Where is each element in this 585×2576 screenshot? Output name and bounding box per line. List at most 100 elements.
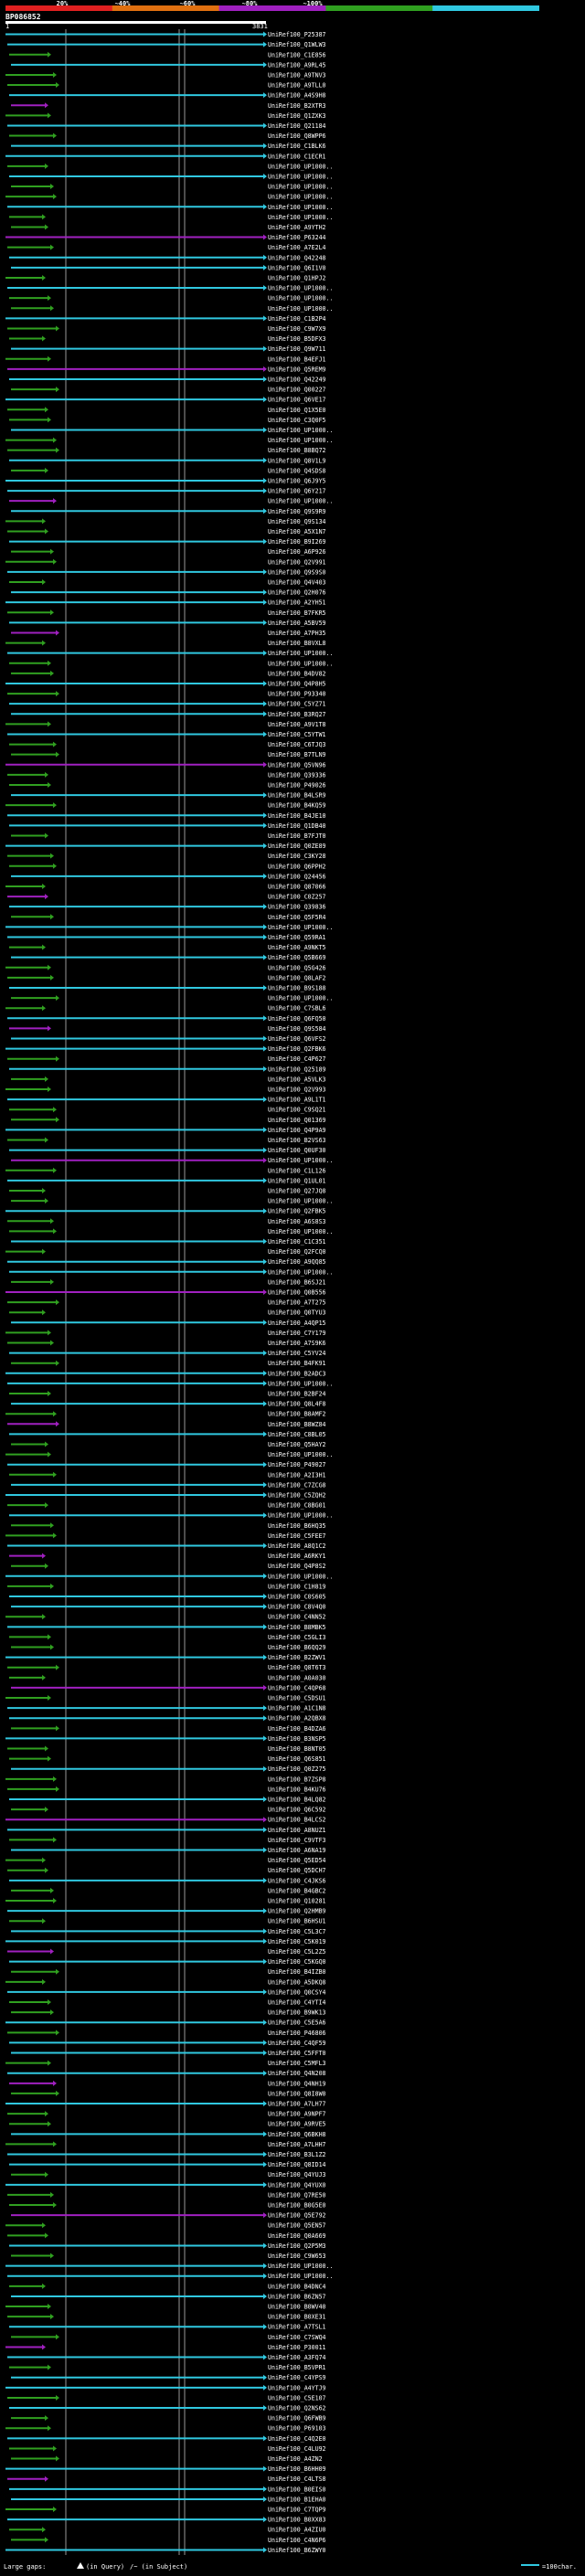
hit-row[interactable]: UniRef100_UP1000.. — [5, 924, 333, 931]
hit-label[interactable]: UniRef100_A9QQ85 — [268, 1258, 326, 1266]
hit-row[interactable]: UniRef100_Q0Z275 — [11, 1765, 326, 1773]
hit-row[interactable]: UniRef100_C3KY28 — [7, 853, 326, 860]
hit-label[interactable]: UniRef100_B5DFX3 — [268, 335, 326, 343]
hit-label[interactable]: UniRef100_UP1000.. — [268, 305, 333, 313]
hit-label[interactable]: UniRef100_C7SWQ4 — [268, 2334, 326, 2341]
hit-label[interactable]: UniRef100_B6QQ29 — [268, 1644, 326, 1651]
hit-row[interactable]: UniRef100_Q2H076 — [11, 589, 326, 597]
hit-row[interactable]: UniRef100_C5YV24 — [9, 1350, 326, 1357]
hit-label[interactable]: UniRef100_Q4N208 — [268, 2070, 326, 2077]
hit-row[interactable]: UniRef100_Q9W711 — [11, 345, 326, 353]
hit-row[interactable]: UniRef100_P25387 — [5, 31, 326, 38]
hit-label[interactable]: UniRef100_B4KU76 — [268, 1786, 326, 1793]
hit-label[interactable]: UniRef100_C1H819 — [268, 1583, 326, 1590]
hit-label[interactable]: UniRef100_Q4V403 — [268, 578, 326, 586]
hit-row[interactable]: UniRef100_A4QP15 — [11, 1320, 326, 1327]
hit-row[interactable]: UniRef100_B6QQ29 — [11, 1644, 326, 1651]
hit-row[interactable]: UniRef100_Q42249 — [9, 376, 326, 383]
hit-label[interactable]: UniRef100_C4Q2E0 — [268, 2435, 326, 2443]
hit-label[interactable]: UniRef100_Q5ED54 — [268, 1857, 326, 1864]
hit-label[interactable]: UniRef100_A7E2L4 — [268, 244, 326, 251]
hit-row[interactable]: UniRef100_Q10281 — [5, 1898, 326, 1905]
hit-row[interactable]: UniRef100_A4ZIU0 — [9, 2527, 326, 2534]
hit-label[interactable]: UniRef100_B4GBC2 — [268, 1887, 326, 1894]
hit-label[interactable]: UniRef100_A9YTH2 — [268, 224, 326, 231]
hit-row[interactable]: UniRef100_Q4P8S2 — [11, 1563, 326, 1570]
hit-label[interactable]: UniRef100_Q6Y217 — [268, 488, 326, 495]
hit-label[interactable]: UniRef100_Q8V1L9 — [268, 457, 326, 464]
hit-row[interactable]: UniRef100_Q5G426 — [5, 964, 326, 971]
hit-row[interactable]: UniRef100_Q5VN96 — [5, 761, 326, 769]
hit-row[interactable]: UniRef100_C5L2Z5 — [7, 1948, 326, 1956]
hit-label[interactable]: UniRef100_A6P926 — [268, 548, 326, 556]
hit-label[interactable]: UniRef100_P25387 — [268, 31, 326, 38]
hit-row[interactable]: UniRef100_C9W653 — [11, 2253, 326, 2260]
hit-row[interactable]: UniRef100_Q6S851 — [9, 1755, 326, 1763]
hit-label[interactable]: UniRef100_C7Y179 — [268, 1330, 326, 1337]
hit-label[interactable]: UniRef100_Q8I8W0 — [268, 2090, 326, 2097]
hit-label[interactable]: UniRef100_B8NT05 — [268, 1745, 326, 1753]
hit-label[interactable]: UniRef100_Q0ZE89 — [268, 843, 326, 850]
hit-row[interactable]: UniRef100_C1B2P4 — [5, 315, 326, 323]
hit-row[interactable]: UniRef100_C8V4Q0 — [11, 1604, 326, 1611]
hit-row[interactable]: UniRef100_B7ZSP8 — [5, 1776, 326, 1783]
hit-label[interactable]: UniRef100_Q59RA1 — [268, 934, 326, 941]
hit-row[interactable]: UniRef100_UP1000.. — [9, 660, 333, 667]
hit-label[interactable]: UniRef100_UP1000.. — [268, 194, 333, 201]
hit-row[interactable]: UniRef100_Q8V1L9 — [9, 457, 326, 464]
hit-row[interactable]: UniRef100_Q0B556 — [5, 1289, 326, 1297]
hit-row[interactable]: UniRef100_Q2FCQ0 — [5, 1248, 326, 1256]
hit-row[interactable]: UniRef100_C4LU92 — [9, 2445, 326, 2453]
hit-row[interactable]: UniRef100_B2VS63 — [7, 1137, 326, 1144]
hit-row[interactable]: UniRef100_Q39336 — [7, 771, 326, 779]
hit-label[interactable]: UniRef100_UP1000.. — [268, 437, 333, 444]
hit-row[interactable]: UniRef100_C5KGQ0 — [9, 1958, 326, 1966]
hit-row[interactable]: UniRef100_A9TLL0 — [7, 82, 326, 90]
hit-label[interactable]: UniRef100_Q5VN96 — [268, 761, 326, 769]
hit-row[interactable]: UniRef100_A6P926 — [11, 548, 326, 556]
hit-label[interactable]: UniRef100_P49026 — [268, 781, 326, 789]
hit-label[interactable]: UniRef100_UP1000.. — [268, 1268, 333, 1276]
hit-row[interactable]: UniRef100_Q0ZE89 — [5, 843, 326, 850]
hit-label[interactable]: UniRef100_B9WK13 — [268, 2009, 326, 2017]
hit-row[interactable]: UniRef100_B5DFX3 — [9, 335, 326, 343]
hit-row[interactable]: UniRef100_C5E5A6 — [5, 2019, 326, 2027]
hit-row[interactable]: UniRef100_A9V1T8 — [5, 721, 326, 728]
hit-row[interactable]: UniRef100_B8AMF2 — [5, 1411, 326, 1418]
hit-row[interactable]: UniRef100_Q8L4F8 — [11, 1401, 326, 1408]
hit-label[interactable]: UniRef100_Q4NH19 — [268, 2080, 326, 2087]
hit-label[interactable]: UniRef100_Q2V991 — [268, 558, 326, 566]
hit-label[interactable]: UniRef100_B3RQ27 — [268, 711, 326, 718]
hit-row[interactable]: UniRef100_Q5EN57 — [5, 2222, 326, 2230]
hit-label[interactable]: UniRef100_P69103 — [268, 2425, 326, 2433]
hit-label[interactable]: UniRef100_Q9S134 — [268, 518, 326, 525]
hit-label[interactable]: UniRef100_A9NPF7 — [268, 2111, 326, 2118]
hit-label[interactable]: UniRef100_Q4YUJ3 — [268, 2171, 326, 2178]
hit-row[interactable]: UniRef100_B6ZN57 — [11, 2293, 326, 2300]
hit-label[interactable]: UniRef100_Q01369 — [268, 1117, 326, 1124]
hit-label[interactable]: UniRef100_Q5F5R4 — [268, 914, 326, 921]
hit-row[interactable]: UniRef100_UP1000.. — [9, 1512, 333, 1520]
hit-row[interactable]: UniRef100_Q0UF30 — [9, 1147, 326, 1154]
hit-label[interactable]: UniRef100_Q2V993 — [268, 1086, 326, 1093]
hit-label[interactable]: UniRef100_A5DKQ8 — [268, 1978, 326, 1986]
hit-row[interactable]: UniRef100_Q9S134 — [5, 518, 326, 525]
hit-row[interactable]: UniRef100_P46806 — [7, 2030, 326, 2037]
hit-row[interactable]: UniRef100_C9W7X9 — [7, 325, 326, 333]
hit-label[interactable]: UniRef100_A6S8S3 — [268, 1218, 326, 1225]
hit-label[interactable]: UniRef100_B6HH09 — [268, 2465, 326, 2473]
hit-row[interactable]: UniRef100_Q8WPP6 — [9, 133, 326, 140]
hit-row[interactable]: UniRef100_B3NSP5 — [5, 1735, 326, 1743]
hit-label[interactable]: UniRef100_Q6FWB9 — [268, 2415, 326, 2422]
hit-row[interactable]: UniRef100_A5X1N7 — [7, 528, 326, 535]
hit-row[interactable]: UniRef100_A6NA19 — [11, 1847, 326, 1854]
hit-row[interactable]: UniRef100_Q4YUJ3 — [11, 2171, 326, 2178]
hit-row[interactable]: UniRef100_C5FFT0 — [11, 2050, 326, 2057]
hit-row[interactable]: UniRef100_B6SJ21 — [11, 1278, 326, 1286]
hit-label[interactable]: UniRef100_Q9S584 — [268, 1025, 326, 1033]
hit-row[interactable]: UniRef100_P49026 — [9, 781, 326, 789]
hit-row[interactable]: UniRef100_A5VLK3 — [11, 1076, 326, 1083]
hit-label[interactable]: UniRef100_B4FK91 — [268, 1360, 326, 1367]
hit-row[interactable]: UniRef100_C4YPS9 — [11, 2374, 326, 2381]
hit-label[interactable]: UniRef100_Q4P8H5 — [268, 680, 326, 687]
